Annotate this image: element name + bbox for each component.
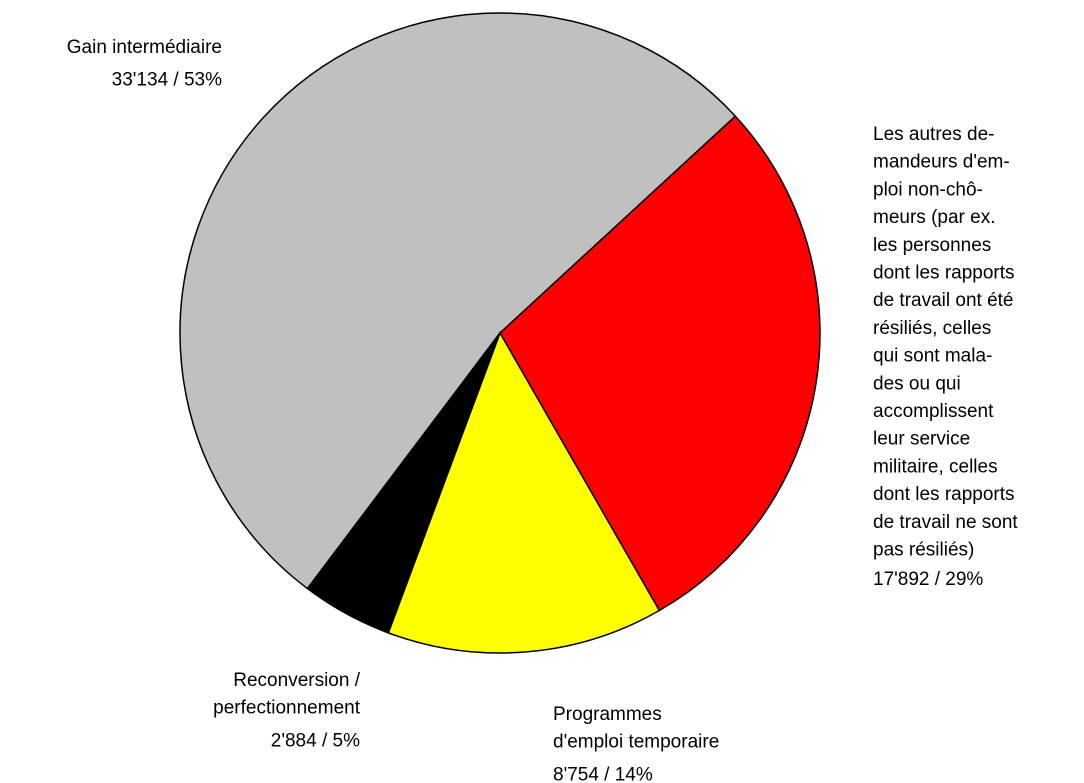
value-label: 2'884 / 5% — [271, 730, 360, 751]
pie-slice — [306, 332, 501, 634]
slice-label: Gain intermédiaire — [67, 37, 222, 58]
slice-label: Programmes d'emploi temporaire — [553, 704, 719, 753]
value-label: 8'754 / 14% — [553, 764, 653, 783]
slice-label: Reconversion / perfectionnement — [213, 670, 361, 719]
pie-slice — [499, 115, 821, 612]
value-label: 33'134 / 53% — [112, 70, 222, 91]
pie-slice — [179, 12, 737, 590]
pie-slice — [387, 331, 661, 654]
slice-label: Les autres de-mandeurs d'em-ploi non-chô… — [873, 124, 1018, 561]
value-label: 17'892 / 29% — [873, 569, 983, 590]
